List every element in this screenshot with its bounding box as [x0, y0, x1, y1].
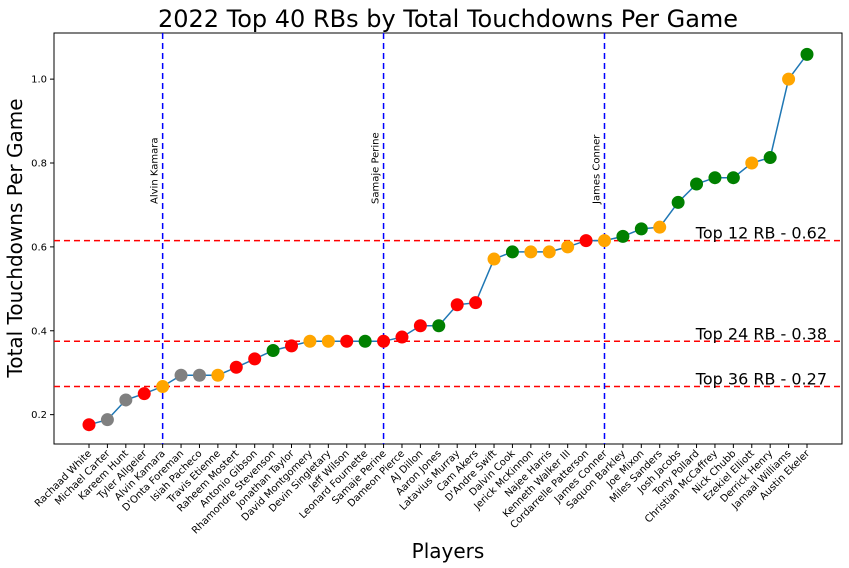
data-point	[561, 240, 575, 254]
data-point	[285, 339, 299, 353]
reference-line-label: Top 24 RB - 0.38	[695, 324, 827, 343]
data-point	[119, 393, 133, 407]
data-point	[156, 380, 170, 394]
data-point	[192, 368, 206, 382]
data-point	[377, 334, 391, 348]
data-point	[340, 334, 354, 348]
data-point	[524, 245, 538, 259]
data-point	[303, 334, 317, 348]
reference-line-vertical-label: Alvin Kamara	[150, 138, 161, 204]
x-axis-label: Players	[412, 539, 485, 563]
data-point	[248, 352, 262, 366]
data-point	[505, 245, 519, 259]
data-point	[597, 234, 611, 248]
data-point	[82, 418, 96, 432]
data-point	[800, 47, 814, 61]
reference-line-vertical-label: Samaje Perine	[371, 132, 382, 204]
reference-line-label: Top 36 RB - 0.27	[695, 370, 827, 389]
reference-line-vertical-label: James Conner	[591, 134, 602, 205]
data-point	[690, 177, 704, 191]
data-point	[487, 252, 501, 266]
data-point	[266, 343, 280, 357]
y-tick-label: 0.2	[31, 410, 47, 421]
data-point	[708, 171, 722, 185]
data-point	[211, 368, 225, 382]
data-point	[782, 72, 796, 86]
y-tick-label: 0.8	[31, 159, 47, 170]
data-point	[616, 229, 630, 243]
data-point	[671, 195, 685, 209]
data-point	[358, 334, 372, 348]
data-point	[579, 234, 593, 248]
reference-line-label: Top 12 RB - 0.62	[695, 224, 827, 243]
data-point	[432, 319, 446, 333]
y-tick-label: 0.4	[31, 326, 47, 337]
chart-title: 2022 Top 40 RBs by Total Touchdowns Per …	[158, 5, 738, 33]
data-point	[174, 368, 188, 382]
data-point	[542, 245, 556, 259]
data-point	[634, 222, 648, 236]
data-point	[745, 156, 759, 170]
data-point	[229, 360, 243, 374]
y-tick-label: 0.6	[31, 242, 47, 253]
data-point	[726, 171, 740, 185]
data-point	[450, 298, 464, 312]
y-tick-label: 1.0	[31, 75, 47, 86]
data-point	[653, 220, 667, 234]
data-point	[469, 296, 483, 310]
y-axis-label: Total Touchdowns Per Game	[3, 99, 27, 379]
data-point	[763, 151, 777, 165]
data-point	[395, 330, 409, 344]
data-point	[100, 413, 114, 427]
data-point	[413, 319, 427, 333]
data-point	[321, 334, 335, 348]
plot-frame	[53, 32, 843, 445]
series-line	[88, 53, 808, 426]
data-point	[137, 387, 151, 401]
